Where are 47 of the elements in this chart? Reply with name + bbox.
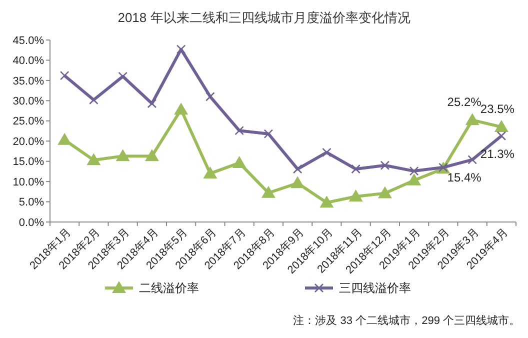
point (378, 186, 392, 198)
y-tick-label: 25.0% (12, 116, 44, 128)
chart-title: 2018 年以来二线和三四线城市月度溢价率变化情况 (118, 10, 410, 25)
data-label: 23.5% (480, 102, 515, 116)
point (465, 113, 480, 126)
point (89, 95, 98, 105)
point (351, 164, 360, 174)
point (206, 92, 215, 102)
point (409, 166, 419, 176)
y-tick-label: 45.0% (12, 34, 44, 47)
y-tick-label: 20.0% (12, 136, 44, 148)
point (261, 186, 276, 198)
text: 注：涉及 33 个二线城市，299 个三四线城市。 (293, 314, 520, 327)
y-tick-label: 0.0% (18, 216, 44, 229)
point (60, 70, 70, 80)
point (176, 44, 186, 54)
point (147, 98, 157, 108)
point (380, 160, 390, 170)
point (348, 190, 363, 202)
legend-label: 三四线溢价率 (339, 281, 411, 296)
point (322, 148, 332, 158)
point (468, 155, 477, 164)
point (292, 164, 302, 174)
point (232, 156, 246, 168)
legend-label: 二线溢价率 (139, 281, 199, 296)
y-tick-label: 30.0% (12, 96, 44, 108)
point (174, 102, 188, 115)
point (144, 149, 159, 162)
y-tick-label: 5.0% (18, 196, 44, 209)
point (86, 153, 101, 166)
y-tick-label: 40.0% (12, 55, 44, 68)
data-label: 15.4% (447, 170, 482, 185)
point (494, 120, 508, 132)
point (407, 173, 422, 186)
data-label: 21.3% (480, 146, 515, 161)
y-tick-label: 15.0% (12, 156, 44, 168)
point (496, 131, 506, 141)
y-tick-label: 10.0% (12, 176, 44, 188)
point (234, 126, 244, 136)
point (58, 132, 72, 145)
point (290, 176, 305, 188)
point (320, 196, 334, 208)
point (203, 166, 218, 178)
point (264, 129, 274, 138)
data-label: 25.2% (447, 95, 482, 110)
y-tick-label: 35.0% (12, 75, 44, 88)
point (116, 149, 130, 162)
